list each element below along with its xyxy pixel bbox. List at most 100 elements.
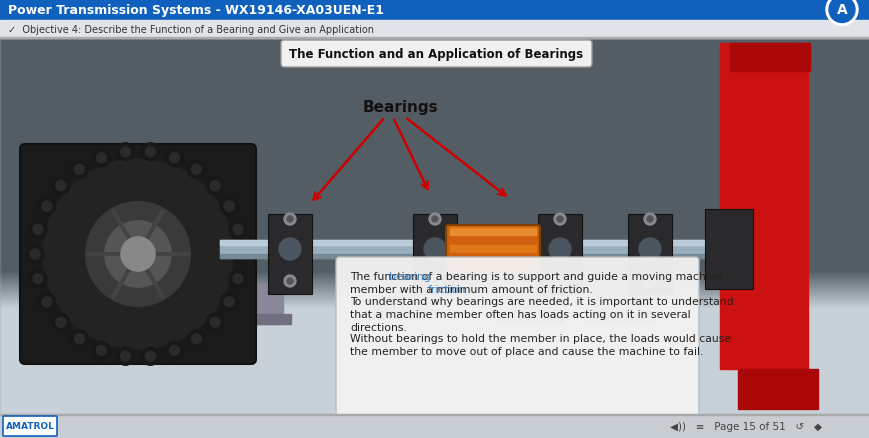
- Circle shape: [224, 297, 234, 307]
- FancyBboxPatch shape: [268, 215, 312, 294]
- Bar: [373, 284, 428, 319]
- FancyBboxPatch shape: [627, 215, 671, 294]
- Circle shape: [548, 238, 570, 261]
- Bar: [0, 414, 869, 415]
- Circle shape: [647, 216, 653, 223]
- Circle shape: [75, 165, 84, 175]
- Circle shape: [643, 276, 655, 287]
- Text: AMATROL: AMATROL: [5, 421, 55, 431]
- FancyBboxPatch shape: [335, 258, 698, 423]
- Bar: [225, 314, 290, 324]
- Circle shape: [224, 201, 234, 212]
- Circle shape: [145, 351, 156, 361]
- Circle shape: [52, 314, 70, 332]
- Circle shape: [70, 161, 89, 179]
- Bar: [365, 309, 435, 319]
- Circle shape: [52, 177, 70, 195]
- Circle shape: [232, 245, 249, 263]
- Circle shape: [142, 347, 159, 365]
- Circle shape: [121, 351, 130, 361]
- Bar: [449, 263, 535, 272]
- Circle shape: [432, 216, 437, 223]
- Circle shape: [116, 143, 135, 161]
- Bar: [729, 44, 809, 72]
- Circle shape: [556, 279, 562, 284]
- Circle shape: [75, 334, 84, 344]
- Bar: [720, 44, 749, 369]
- Circle shape: [828, 0, 854, 24]
- Bar: [504, 284, 554, 322]
- Circle shape: [29, 221, 47, 239]
- Circle shape: [42, 201, 52, 212]
- Circle shape: [647, 279, 653, 284]
- Circle shape: [287, 216, 293, 223]
- Circle shape: [423, 238, 446, 261]
- Text: ✓  Objective 4: Describe the Function of a Bearing and Give an Application: ✓ Objective 4: Describe the Function of …: [8, 25, 374, 35]
- Bar: [449, 230, 535, 236]
- Circle shape: [825, 0, 857, 26]
- Bar: [449, 254, 535, 263]
- Text: friction: friction: [428, 284, 465, 294]
- Circle shape: [121, 237, 155, 272]
- Circle shape: [233, 274, 242, 284]
- Circle shape: [96, 153, 106, 163]
- Circle shape: [169, 153, 179, 163]
- Circle shape: [92, 149, 110, 167]
- Circle shape: [229, 221, 247, 239]
- Circle shape: [554, 213, 566, 226]
- Circle shape: [42, 297, 52, 307]
- Bar: [737, 369, 817, 409]
- Circle shape: [30, 249, 40, 259]
- Circle shape: [142, 143, 159, 161]
- Text: ◀))   ≡   Page 15 of 51   ↺   ◆: ◀)) ≡ Page 15 of 51 ↺ ◆: [669, 421, 821, 431]
- Circle shape: [70, 330, 89, 348]
- Circle shape: [169, 346, 179, 356]
- FancyBboxPatch shape: [3, 416, 57, 436]
- Circle shape: [209, 318, 220, 328]
- Bar: [584, 312, 655, 322]
- Bar: [220, 240, 729, 245]
- Circle shape: [116, 347, 135, 365]
- Circle shape: [188, 161, 205, 179]
- Bar: [0, 0, 869, 21]
- Circle shape: [165, 342, 183, 360]
- Bar: [0, 414, 869, 438]
- Circle shape: [283, 213, 295, 226]
- Bar: [496, 312, 562, 322]
- Text: Bearings: Bearings: [362, 100, 438, 115]
- FancyBboxPatch shape: [704, 209, 753, 290]
- Circle shape: [56, 318, 66, 328]
- Circle shape: [33, 225, 43, 235]
- Circle shape: [206, 314, 224, 332]
- Circle shape: [29, 270, 47, 288]
- Circle shape: [209, 181, 220, 191]
- FancyBboxPatch shape: [281, 41, 591, 68]
- Circle shape: [188, 330, 205, 348]
- Circle shape: [26, 245, 44, 263]
- Circle shape: [229, 270, 247, 288]
- Text: To understand why bearings are needed, it is important to understand
that a mach: To understand why bearings are needed, i…: [349, 297, 733, 332]
- FancyBboxPatch shape: [413, 215, 456, 294]
- Bar: [0, 38, 869, 39]
- Circle shape: [235, 249, 246, 259]
- Circle shape: [191, 165, 202, 175]
- Circle shape: [287, 279, 293, 284]
- Bar: [449, 245, 535, 254]
- Text: A: A: [836, 4, 846, 18]
- Circle shape: [165, 149, 183, 167]
- Bar: [220, 240, 729, 258]
- Circle shape: [206, 177, 224, 195]
- Circle shape: [556, 216, 562, 223]
- Circle shape: [220, 293, 238, 311]
- Circle shape: [191, 334, 202, 344]
- Circle shape: [432, 279, 437, 284]
- FancyBboxPatch shape: [446, 226, 540, 273]
- Bar: [449, 227, 535, 236]
- Bar: [749, 44, 807, 389]
- Bar: [220, 254, 729, 258]
- Circle shape: [145, 148, 156, 157]
- Circle shape: [279, 238, 301, 261]
- Circle shape: [428, 213, 441, 226]
- Circle shape: [121, 148, 130, 157]
- Circle shape: [283, 276, 295, 287]
